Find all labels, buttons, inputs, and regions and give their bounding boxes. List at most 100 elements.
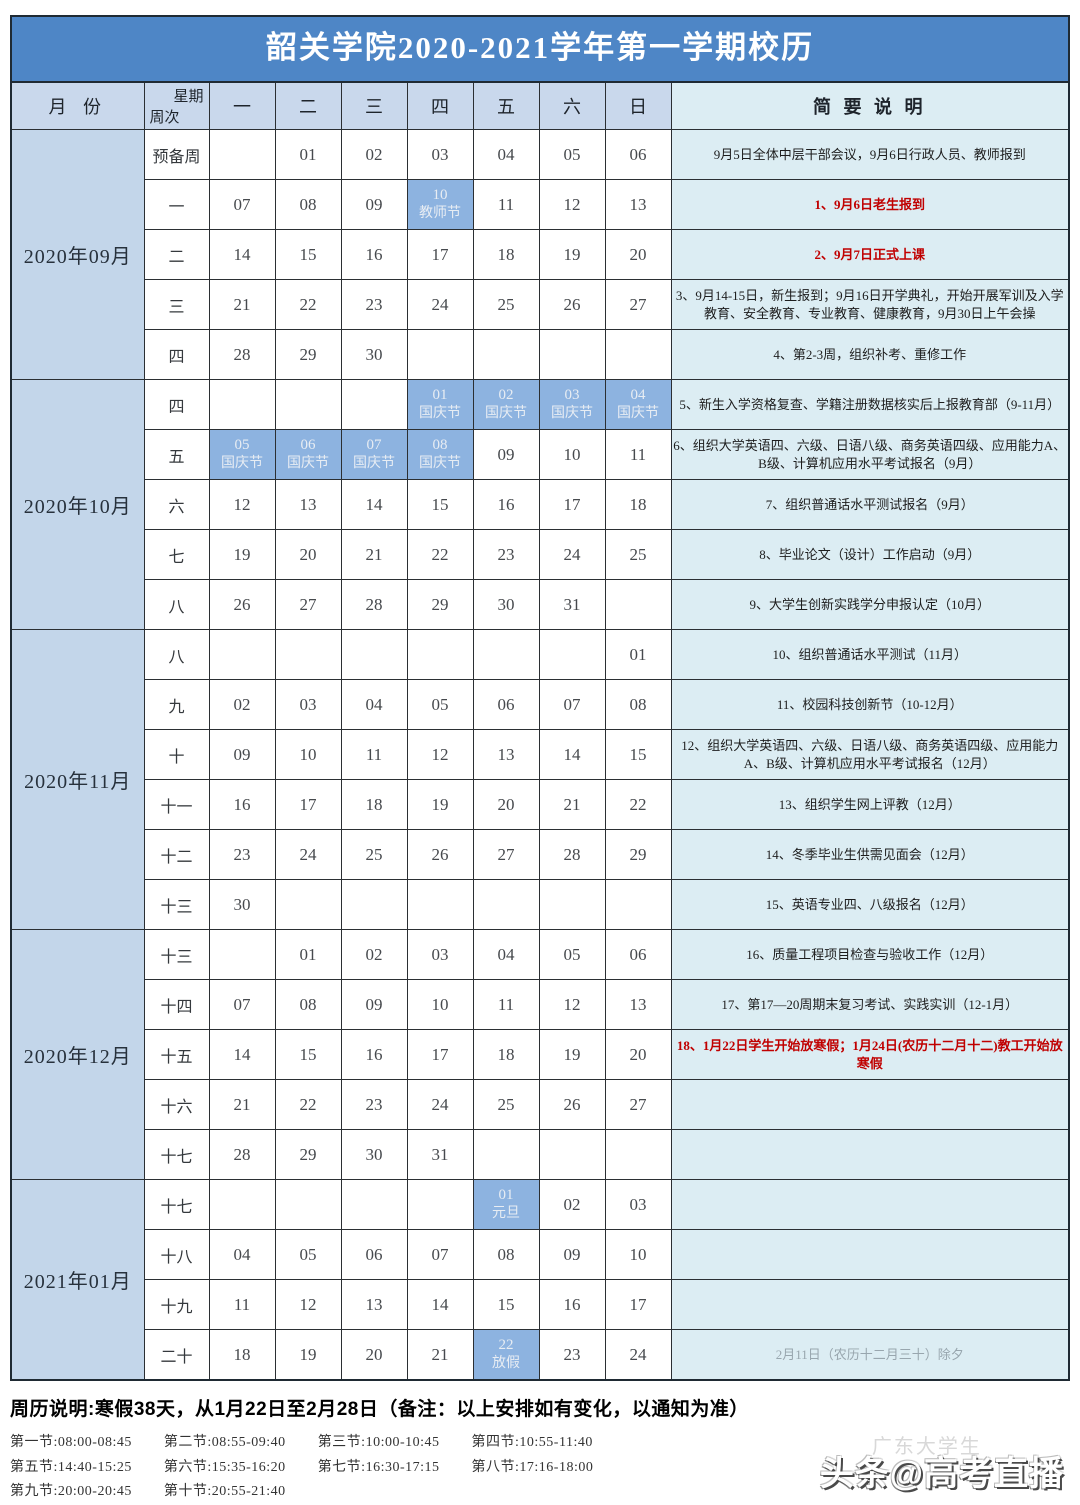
calendar-row: 一 07 08 09 10 教师节 11 12 13 1、9月6日老生报到 bbox=[11, 179, 1070, 230]
month-cell: 2021年01月 bbox=[10, 1179, 145, 1381]
week-number-cell: 十二 bbox=[143, 829, 210, 880]
month-cell: 2020年12月 bbox=[10, 929, 145, 1180]
day-cell: 05 bbox=[274, 1229, 342, 1280]
day-cell bbox=[274, 379, 342, 430]
calendar-row: 十 09 10 11 12 13 14 15 12、组织大学英语四、六级、日语八级、商务英语四级… bbox=[11, 729, 1070, 780]
holiday-date: 01 bbox=[498, 1187, 514, 1204]
day-cell: 12 bbox=[406, 729, 474, 780]
month-cell: 2020年11月 bbox=[10, 629, 145, 930]
day-cell bbox=[274, 879, 342, 930]
day-header-sat: 六 bbox=[538, 81, 606, 130]
calendar-row: 九 02 03 04 05 06 07 08 11、校园科技创新节（10-12月） bbox=[11, 679, 1070, 730]
month-column-header: 月 份 bbox=[10, 81, 145, 130]
day-header-wed: 三 bbox=[340, 81, 408, 130]
day-cell: 06 bbox=[340, 1229, 408, 1280]
day-cell: 20 bbox=[604, 229, 672, 280]
week-number-cell: 十六 bbox=[143, 1079, 210, 1130]
day-cell: 18 bbox=[604, 479, 672, 530]
day-cell bbox=[538, 329, 606, 380]
holiday-name: 元旦 bbox=[492, 1206, 520, 1222]
day-cell: 07 bbox=[538, 679, 606, 730]
day-cell bbox=[274, 1179, 342, 1230]
class-session: 第六节:15:35-16:20 bbox=[163, 1459, 286, 1475]
week-number-cell: 十七 bbox=[143, 1179, 210, 1230]
day-cell: 17 bbox=[406, 229, 474, 280]
holiday-date: 05 bbox=[234, 437, 250, 454]
day-cell: 11 bbox=[472, 179, 540, 230]
header-row: 月 份 星期 周次 一 二 三 四 五 六 日 简 要 说 明 bbox=[10, 81, 1070, 130]
day-cell: 13 bbox=[604, 979, 672, 1030]
week-number-cell: 十三 bbox=[143, 879, 210, 930]
day-cell: 10 bbox=[604, 1229, 672, 1280]
day-header-sun: 日 bbox=[604, 81, 672, 130]
day-cell: 22 bbox=[274, 279, 342, 330]
holiday-day-cell: 03 国庆节 bbox=[538, 379, 606, 430]
day-cell: 23 bbox=[340, 1079, 408, 1130]
day-cell bbox=[208, 379, 276, 430]
day-cell bbox=[340, 879, 408, 930]
day-cell: 16 bbox=[340, 1029, 408, 1080]
holiday-date: 08 bbox=[432, 437, 448, 454]
day-cell: 02 bbox=[538, 1179, 606, 1230]
calendar-row: 十六 21 22 23 24 25 26 27 bbox=[11, 1079, 1070, 1130]
day-cell: 05 bbox=[538, 129, 606, 180]
calendar-row: 十五 14 15 16 17 18 19 20 18、1月22日学生开始放寒假；1月24日(农历… bbox=[11, 1029, 1070, 1080]
footer: 周历说明:寒假38天，从1月22日至2月28日（备注：以上安排如有变化，以通知为… bbox=[10, 1394, 1080, 1505]
note-cell: 14、冬季毕业生供需见面会（12月） bbox=[670, 829, 1070, 880]
holiday-day-cell: 06 国庆节 bbox=[274, 429, 342, 480]
note-cell: 12、组织大学英语四、六级、日语八级、商务英语四级、应用能力A、B级、计算机应用… bbox=[670, 729, 1070, 780]
day-cell bbox=[208, 1179, 276, 1230]
day-cell: 11 bbox=[604, 429, 672, 480]
day-cell: 15 bbox=[406, 479, 474, 530]
week-number-cell: 七 bbox=[143, 529, 210, 580]
day-cell: 24 bbox=[538, 529, 606, 580]
day-cell bbox=[538, 629, 606, 680]
calendar-row: 2020年12月 十三 01 02 03 04 05 06 16、质量工程项目检查与验收工作（1… bbox=[10, 929, 1070, 1180]
day-cell: 07 bbox=[208, 979, 276, 1030]
calendar-row: 六 12 13 14 15 16 17 18 7、组织普通话水平测试报名（9月） bbox=[11, 479, 1070, 530]
day-cell: 17 bbox=[406, 1029, 474, 1080]
calendar-row: 2020年10月四 01 国庆节 02 国庆节 03 国庆节 04 国庆节 5、新生入学资格复查、… bbox=[10, 379, 1070, 630]
day-cell bbox=[208, 629, 276, 680]
holiday-name: 放假 bbox=[492, 1356, 520, 1372]
day-cell: 04 bbox=[208, 1229, 276, 1280]
calendar-row: 三 21 22 23 24 25 26 27 3、9月14-15日，新生报到；9月16日开学典礼… bbox=[11, 279, 1070, 330]
class-session: 第三节:10:00-10:45 bbox=[317, 1435, 440, 1450]
day-cell: 19 bbox=[538, 1029, 606, 1080]
day-cell bbox=[340, 379, 408, 430]
day-cell bbox=[406, 879, 474, 930]
day-cell: 19 bbox=[406, 779, 474, 830]
week-number-cell: 九 bbox=[143, 679, 210, 730]
day-cell: 14 bbox=[208, 229, 276, 280]
note-cell: 13、组织学生网上评教（12月） bbox=[670, 779, 1070, 830]
note-cell bbox=[670, 1179, 1070, 1230]
day-cell: 12 bbox=[274, 1279, 342, 1330]
day-cell: 31 bbox=[406, 1129, 474, 1180]
holiday-date: 07 bbox=[366, 437, 382, 454]
week-number-cell: 十九 bbox=[143, 1279, 210, 1330]
week-number-cell: 十五 bbox=[143, 1029, 210, 1080]
day-cell: 25 bbox=[472, 279, 540, 330]
day-cell: 24 bbox=[406, 1079, 474, 1130]
day-cell bbox=[208, 129, 276, 180]
watermark-main-text: 头条@高考直播 bbox=[819, 1455, 1064, 1493]
holiday-name: 国庆节 bbox=[353, 456, 395, 472]
day-cell: 18 bbox=[208, 1329, 276, 1381]
week-day-split-header: 星期 周次 bbox=[143, 81, 210, 130]
day-cell bbox=[208, 929, 276, 980]
holiday-date: 22 bbox=[498, 1337, 514, 1354]
day-cell: 18 bbox=[340, 779, 408, 830]
week-number-cell: 十八 bbox=[143, 1229, 210, 1280]
day-cell: 25 bbox=[604, 529, 672, 580]
day-cell: 07 bbox=[208, 179, 276, 230]
holiday-day-cell: 04 国庆节 bbox=[604, 379, 672, 430]
holiday-name: 国庆节 bbox=[617, 406, 659, 422]
calendar-row: 二 14 15 16 17 18 19 20 2、9月7日正式上课 bbox=[11, 229, 1070, 280]
note-cell: 10、组织普通话水平测试（11月） bbox=[670, 629, 1070, 680]
note-cell bbox=[670, 1229, 1070, 1280]
calendar-row: 十八 04 05 06 07 08 09 10 bbox=[11, 1229, 1070, 1280]
day-cell: 24 bbox=[406, 279, 474, 330]
calendar-row: 十二 23 24 25 26 27 28 29 14、冬季毕业生供需见面会（12月） bbox=[11, 829, 1070, 880]
day-cell: 03 bbox=[604, 1179, 672, 1230]
day-cell bbox=[604, 579, 672, 630]
